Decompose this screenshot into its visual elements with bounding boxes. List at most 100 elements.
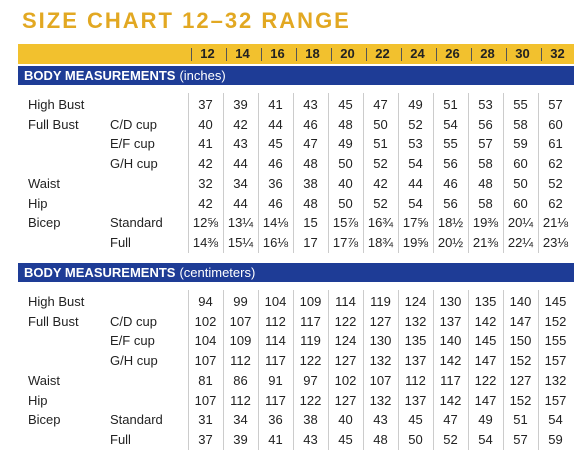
- measurement-cell: 57: [548, 97, 563, 112]
- measurement-cell: 41: [268, 97, 283, 112]
- row-sublabel: Standard: [110, 412, 163, 428]
- measurement-cell: 32: [198, 175, 213, 191]
- measurement-cell: 57: [513, 431, 528, 447]
- measurement-cell: 15¼: [227, 234, 254, 250]
- row-sublabel: E/F cup: [110, 333, 155, 349]
- size-separator: [436, 48, 437, 61]
- measurement-cell: 17⅝: [402, 215, 429, 231]
- measurement-cell: 50: [373, 116, 388, 132]
- measurement-cell: 127: [509, 372, 532, 388]
- size-separator: [296, 48, 297, 61]
- measurement-cell: 49: [408, 97, 423, 112]
- measurement-cell: 47: [373, 97, 388, 112]
- measurement-cell: 137: [404, 353, 427, 369]
- measurement-cell: 34: [233, 175, 248, 191]
- measurement-cell: 40: [338, 412, 353, 428]
- measurement-cell: 130: [369, 333, 392, 349]
- measurement-cell: 23⅛: [542, 234, 569, 250]
- column-divider: [398, 290, 399, 450]
- measurement-cell: 140: [439, 333, 462, 349]
- measurement-cell: 150: [509, 333, 532, 349]
- measurement-cell: 36: [268, 175, 283, 191]
- size-label: 12: [200, 46, 215, 61]
- measurement-cell: 59: [548, 431, 563, 447]
- column-divider: [328, 93, 329, 253]
- column-divider: [468, 93, 469, 253]
- measurement-cell: 112: [230, 392, 251, 408]
- measurement-cell: 114: [335, 294, 356, 309]
- size-label: 16: [270, 46, 285, 61]
- column-divider: [223, 93, 224, 253]
- row-label: High Bust: [28, 294, 85, 309]
- section-heading: BODY MEASUREMENTS: [24, 265, 176, 280]
- measurement-cell: 107: [194, 353, 217, 369]
- column-divider: [223, 290, 224, 450]
- size-separator: [541, 48, 542, 61]
- measurement-cell: 157: [544, 392, 567, 408]
- column-divider: [293, 290, 294, 450]
- measurement-cell: 17⅞: [332, 234, 359, 250]
- measurement-cell: 52: [373, 195, 388, 211]
- measurement-cell: 21⅜: [472, 234, 499, 250]
- measurement-cell: 46: [303, 116, 318, 132]
- measurement-cell: 31: [198, 412, 213, 428]
- row-sublabel: G/H cup: [110, 156, 158, 172]
- row-label: Bicep: [28, 215, 61, 231]
- row-sublabel: E/F cup: [110, 136, 155, 152]
- size-label: 24: [410, 46, 425, 61]
- measurement-cell: 56: [443, 156, 458, 172]
- measurement-cell: 48: [478, 175, 493, 191]
- measurement-cell: 152: [509, 392, 532, 408]
- column-divider: [188, 290, 189, 450]
- size-label: 26: [445, 46, 460, 61]
- measurement-cell: 43: [233, 136, 248, 152]
- chart-title: SIZE CHART 12–32 RANGE: [22, 8, 351, 33]
- measurement-cell: 147: [509, 313, 532, 329]
- measurement-cell: 102: [334, 372, 357, 388]
- column-divider: [293, 93, 294, 253]
- measurement-cell: 152: [509, 353, 532, 369]
- measurement-cell: 135: [404, 333, 427, 349]
- row-label: Bicep: [28, 412, 61, 428]
- measurement-cell: 54: [548, 412, 563, 428]
- measurement-cell: 124: [334, 333, 357, 349]
- measurement-cell: 137: [404, 392, 427, 408]
- measurement-cell: 16⅛: [262, 234, 289, 250]
- measurement-cell: 104: [194, 333, 217, 349]
- measurement-cell: 50: [338, 156, 353, 172]
- measurement-cell: 37: [198, 97, 213, 112]
- measurement-cell: 62: [548, 195, 563, 211]
- measurement-cell: 16¾: [367, 215, 394, 231]
- measurement-cell: 14⅛: [262, 215, 289, 231]
- size-separator: [191, 48, 192, 61]
- measurement-cell: 142: [439, 353, 462, 369]
- size-separator: [226, 48, 227, 61]
- measurement-cell: 114: [265, 333, 286, 349]
- row-sublabel: Full: [110, 431, 131, 447]
- row-sublabel: Full: [110, 234, 131, 250]
- section-heading: BODY MEASUREMENTS: [24, 68, 176, 83]
- column-divider: [363, 93, 364, 253]
- measurement-cell: 42: [373, 175, 388, 191]
- measurement-cell: 53: [478, 97, 493, 112]
- measurement-cell: 48: [338, 116, 353, 132]
- measurement-cell: 107: [194, 392, 217, 408]
- measurement-cell: 39: [233, 97, 248, 112]
- measurement-cell: 15⅞: [332, 215, 359, 231]
- measurement-cell: 132: [404, 313, 427, 329]
- measurement-cell: 39: [233, 431, 248, 447]
- measurement-cell: 109: [229, 333, 252, 349]
- measurement-cell: 122: [334, 313, 357, 329]
- measurement-cell: 50: [513, 175, 528, 191]
- measurement-cell: 37: [198, 431, 213, 447]
- column-divider: [503, 93, 504, 253]
- measurement-cell: 18½: [437, 215, 464, 231]
- size-separator: [401, 48, 402, 61]
- row-label: Waist: [28, 175, 61, 191]
- measurement-cell: 112: [230, 353, 251, 369]
- measurement-cell: 48: [373, 431, 388, 447]
- measurement-cell: 124: [404, 294, 427, 309]
- size-label: 30: [515, 46, 530, 61]
- measurement-cell: 44: [268, 116, 283, 132]
